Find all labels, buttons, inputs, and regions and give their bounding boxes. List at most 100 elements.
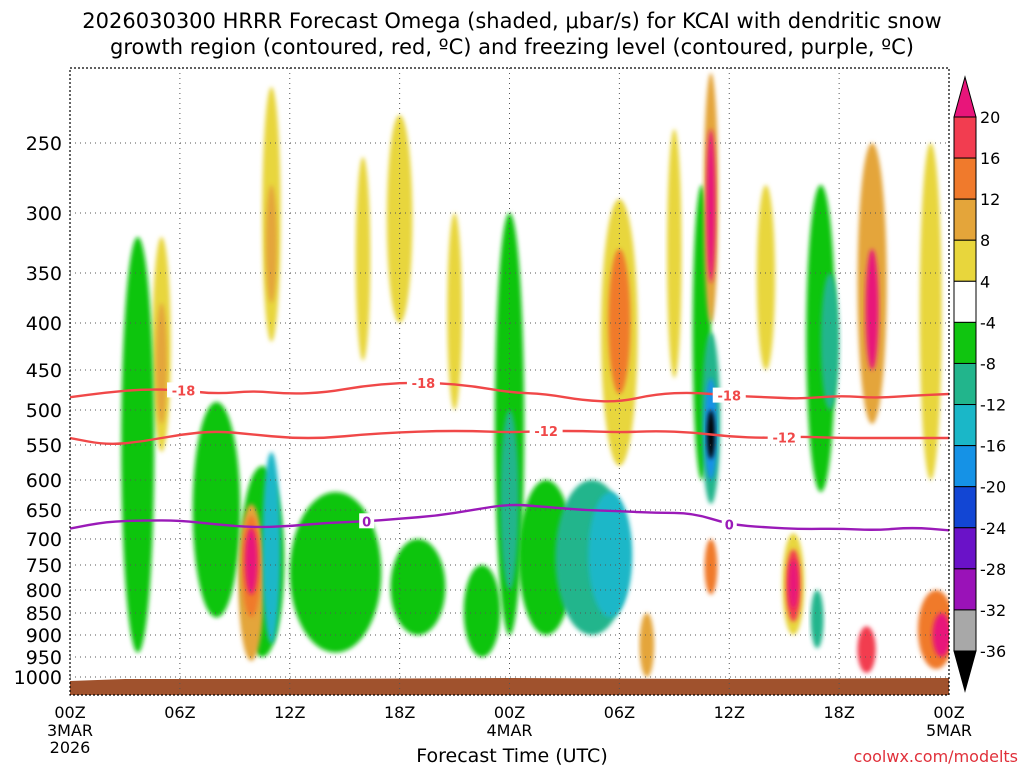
time-tick-label: 18Z (823, 703, 854, 722)
pressure-tick-label: 700 (26, 529, 62, 551)
plot-frame (69, 67, 950, 696)
colorbar-label: -20 (980, 478, 1006, 497)
omega-cell (820, 273, 840, 410)
contour-label-bg (529, 423, 563, 438)
colorbar-cap-bottom (953, 650, 977, 693)
contour-label: 0 (725, 519, 734, 534)
contour-label-bg (767, 429, 801, 445)
contour-label: -18 (412, 377, 436, 392)
omega-cell (192, 402, 241, 618)
site-credit[interactable]: coolwx.com/modelts (853, 747, 1018, 766)
time-tick-label: 00Z (494, 703, 525, 722)
colorbar-swatch (953, 609, 977, 652)
contour-label-bg (167, 382, 201, 398)
pressure-tick-label: 500 (26, 400, 62, 422)
colorbar-swatch (953, 527, 977, 570)
chart-title-line-1: 2026030300 HRRR Forecast Omega (shaded, … (82, 9, 942, 33)
isotherm-contour-layer: -18 -18 -18 -12 -12 0 0 (70, 374, 949, 534)
omega-cell (265, 185, 277, 303)
omega-cell (121, 236, 155, 653)
pressure-tick-label: 850 (26, 603, 62, 625)
omega-cell (788, 559, 798, 609)
pressure-tick-label: 550 (26, 435, 62, 457)
colorbar-label: 16 (980, 149, 1000, 168)
omega-cell (806, 185, 836, 492)
pressure-tick-label: 900 (26, 625, 62, 647)
colorbar-swatch (953, 321, 977, 364)
omega-cell (244, 527, 258, 595)
pressure-axis: 2503003504004505005506006507007508008509… (14, 133, 62, 689)
colorbar-label: -24 (980, 519, 1006, 538)
time-tick-label: 12Z (274, 703, 305, 722)
omega-cell (518, 480, 574, 635)
omega-shading-layer (121, 73, 949, 677)
omega-cell (666, 129, 682, 378)
contour-label: -12 (534, 425, 558, 440)
colorbar-cap-top (953, 75, 977, 118)
colorbar-swatch (953, 362, 977, 406)
contour-label-bg (721, 516, 737, 532)
pressure-tick-label: 650 (26, 500, 62, 522)
time-date-label: 2026 (50, 738, 91, 757)
time-tick-label: 06Z (604, 703, 635, 722)
colorbar-swatch (953, 116, 977, 159)
colorbar-label: -28 (980, 560, 1006, 579)
colorbar-label: -32 (980, 601, 1006, 620)
omega-cell (639, 613, 655, 677)
omega-cell (706, 129, 716, 283)
contour-label: -18 (172, 384, 196, 399)
contour-label-bg (406, 374, 440, 390)
pressure-tick-label: 800 (26, 580, 62, 602)
contour-label-bg (712, 387, 746, 403)
colorbar-swatch (953, 568, 977, 611)
time-date-label: 3MAR (47, 721, 93, 740)
omega-cell (756, 185, 776, 370)
time-tick-label: 00Z (54, 703, 85, 722)
time-date-label: 5MAR (926, 721, 972, 740)
time-tick-label: 00Z (933, 703, 964, 722)
colorbar-label: -4 (980, 313, 996, 332)
colorbar-swatch (953, 157, 977, 200)
colorbar-label: 12 (980, 190, 1000, 209)
pressure-tick-label: 300 (26, 203, 62, 225)
omega-cell (262, 452, 281, 644)
chart-title-line-2: growth region (contoured, red, ºC) and f… (110, 35, 914, 59)
omega-cell (447, 213, 462, 410)
time-tick-label: 12Z (714, 703, 745, 722)
colorbar-label: 8 (980, 231, 990, 250)
omega-cell (500, 410, 519, 590)
pressure-tick-label: 750 (26, 555, 62, 577)
colorbar-label: -12 (980, 396, 1006, 415)
contour-label: -18 (718, 390, 742, 405)
omega-cell (865, 249, 879, 370)
omega-cell (156, 303, 168, 424)
plot-border (69, 67, 950, 696)
pressure-tick-label: 400 (26, 313, 62, 335)
omega-cell (588, 492, 633, 618)
isotherm-line (70, 503, 949, 532)
colorbar-swatch (953, 404, 977, 447)
omega-cell (463, 565, 501, 657)
pressure-tick-label: 250 (26, 133, 62, 155)
omega-cell (810, 590, 824, 649)
x-axis-label: Forecast Time (UTC) (416, 745, 608, 767)
contour-label: -12 (772, 431, 796, 446)
time-tick-label: 06Z (164, 703, 195, 722)
colorbar-swatch (953, 198, 977, 241)
contour-label-bg (359, 513, 375, 529)
omega-cell (919, 143, 942, 480)
omega-cell (608, 249, 631, 394)
pressure-tick-label: 950 (26, 647, 62, 669)
colorbar-label: 4 (980, 272, 990, 291)
colorbar-label: -16 (980, 437, 1006, 456)
colorbar-swatch (953, 239, 977, 282)
colorbar-swatch (953, 445, 977, 488)
colorbar-swatch (953, 486, 977, 529)
omega-cell (857, 626, 876, 673)
colorbar-label: 20 (980, 108, 1000, 127)
omega-colorbar: 20 16 12 8 4 -4 -8 -12 -16 -20 -24 -28 -32 -36 (953, 75, 1006, 693)
omega-cell (390, 539, 446, 635)
contour-label: 0 (362, 515, 371, 530)
